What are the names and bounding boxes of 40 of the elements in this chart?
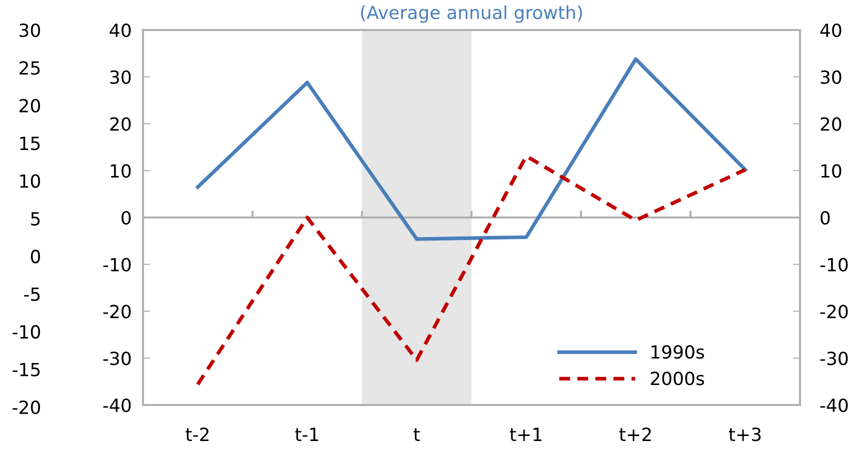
x-tick-label: t-2 bbox=[186, 428, 208, 441]
y-tick-label: 0 bbox=[122, 210, 131, 225]
x-tick-label: t+1 bbox=[510, 428, 542, 441]
y2-tick-label: 10 bbox=[821, 164, 842, 178]
y2-tick-label: 20 bbox=[820, 117, 842, 131]
y3-tick-label: -20 bbox=[12, 400, 40, 414]
x-tick-label: t+3 bbox=[728, 428, 761, 442]
y2-tick-label: -40 bbox=[820, 398, 848, 412]
y3-tick-label: -10 bbox=[12, 325, 40, 339]
y3-tick-label: 25 bbox=[20, 61, 40, 75]
x-tick-label: t+2 bbox=[619, 428, 651, 441]
y-tick-label: 30 bbox=[110, 70, 131, 84]
y2-tick-label: -30 bbox=[820, 352, 848, 366]
y3-tick-label: -15 bbox=[12, 362, 40, 376]
y3-tick-label: 5 bbox=[31, 212, 40, 226]
y2-tick-label: -10 bbox=[820, 258, 848, 272]
y2-tick-label: 30 bbox=[820, 70, 842, 84]
y-tick-label: 20 bbox=[110, 117, 131, 131]
y2-tick-label: 0 bbox=[820, 210, 830, 225]
line-series bbox=[196, 154, 748, 386]
y2-tick-label: -20 bbox=[820, 304, 848, 318]
y-tick-label: -10 bbox=[103, 258, 131, 272]
legend-label: 1990s bbox=[652, 345, 704, 359]
line-series bbox=[196, 57, 748, 241]
chart-title: (Average annual growth) bbox=[361, 5, 582, 23]
y3-tick-label: 10 bbox=[20, 174, 40, 188]
y3-tick-label: 0 bbox=[30, 250, 40, 264]
y3-tick-label: 30 bbox=[20, 23, 40, 38]
y-tick-label: -20 bbox=[103, 304, 131, 318]
y-tick-label: -30 bbox=[103, 352, 131, 366]
y-tick-label: 40 bbox=[110, 23, 131, 38]
y2-tick-label: 40 bbox=[820, 23, 842, 38]
y3-tick-label: -5 bbox=[24, 288, 40, 302]
y-tick-label: -40 bbox=[103, 398, 131, 412]
y3-tick-label: 15 bbox=[20, 136, 40, 150]
x-tick-label: t bbox=[414, 428, 420, 441]
x-tick-label: t-1 bbox=[295, 428, 318, 441]
legend-label: 2000s bbox=[650, 372, 704, 386]
y3-tick-label: 20 bbox=[20, 98, 40, 113]
y-tick-label: 10 bbox=[110, 164, 131, 178]
